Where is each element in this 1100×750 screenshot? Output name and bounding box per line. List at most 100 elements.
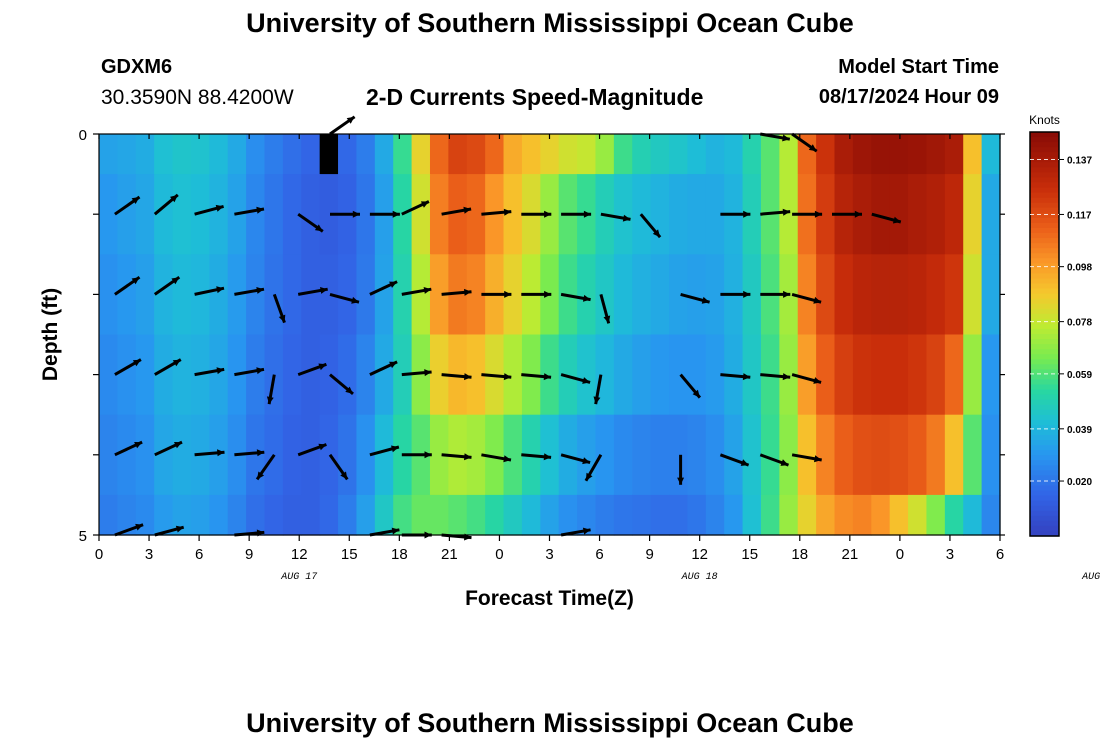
arrow-head: [503, 455, 511, 463]
heatmap-cell: [521, 494, 541, 536]
current-arrow: [194, 286, 225, 296]
current-arrow: [791, 373, 822, 384]
colorbar-segment: [1030, 349, 1059, 355]
heatmap-cell: [797, 134, 817, 175]
colorbar-segment: [1030, 142, 1059, 148]
heatmap-cell: [558, 494, 578, 536]
heatmap-cell: [154, 494, 174, 536]
arrow-head: [266, 396, 274, 405]
heatmap-cell: [209, 254, 229, 336]
heatmap-cell: [540, 494, 560, 536]
heatmap-cell: [908, 334, 928, 416]
heatmap-cell: [871, 254, 891, 336]
colorbar-tick-label: 0.078: [1067, 318, 1092, 329]
heatmap-cell: [577, 414, 597, 496]
heatmap-cell: [834, 414, 854, 496]
heatmap-cell: [319, 134, 339, 175]
heatmap-cell: [154, 334, 174, 416]
heatmap-cell: [816, 134, 836, 175]
heatmap-cell: [338, 254, 358, 336]
arrow-head: [892, 216, 901, 224]
heatmap-cell: [172, 494, 192, 536]
heatmap-cell: [154, 414, 174, 496]
heatmap-cell: [705, 174, 725, 255]
heatmap-cell: [154, 254, 174, 336]
arrow-head: [582, 294, 591, 302]
arrow-head: [677, 477, 685, 485]
current-arrow: [720, 290, 751, 298]
colorbar-segment: [1030, 217, 1059, 224]
arrow-head: [256, 287, 264, 294]
colorbar-segment: [1030, 460, 1059, 466]
heatmap-cell: [852, 334, 872, 416]
current-arrow: [719, 453, 750, 467]
colorbar-segment: [1030, 248, 1059, 254]
heatmap-cell: [742, 134, 762, 175]
heatmap-cell: [172, 334, 192, 416]
colorbar-unit: Knots: [1029, 113, 1060, 127]
arrow-head: [782, 208, 791, 216]
heatmap-cell: [356, 334, 376, 416]
arrow-head: [583, 210, 592, 218]
arrow-head: [278, 314, 286, 323]
current-arrow: [154, 358, 182, 376]
colorbar-segment: [1030, 263, 1059, 269]
colorbar-segment: [1030, 409, 1059, 416]
heatmap-cell: [154, 174, 174, 255]
heatmap-cell: [99, 254, 118, 336]
colorbar-segment: [1030, 298, 1059, 305]
heatmap-cell: [981, 174, 1001, 255]
colorbar-segment: [1030, 238, 1059, 244]
arrow-head: [780, 459, 789, 466]
current-arrow: [329, 292, 360, 304]
heatmap-cell: [632, 254, 652, 336]
colorbar-segment: [1030, 344, 1059, 350]
heatmap-cell: [485, 494, 505, 536]
current-arrow: [153, 193, 179, 216]
heatmap-cell: [135, 174, 155, 255]
heatmap-cell: [613, 134, 633, 175]
arrow-head: [175, 525, 184, 533]
heatmap-cell: [319, 254, 339, 336]
heatmap-cell: [687, 174, 707, 255]
arrow-head: [582, 527, 591, 535]
heatmap-cell: [448, 174, 468, 255]
current-arrow: [481, 208, 512, 216]
heatmap-cell: [301, 254, 321, 336]
heatmap-cell: [595, 254, 615, 336]
current-arrow: [234, 287, 265, 296]
colorbar-segment: [1030, 530, 1059, 537]
colorbar-segment: [1030, 510, 1059, 517]
heatmap-cell: [963, 134, 983, 175]
heatmap-cell: [908, 134, 928, 175]
heatmap-cell: [282, 134, 302, 175]
arrow-head: [389, 281, 398, 288]
heatmap-cell: [742, 334, 762, 416]
colorbar-segment: [1030, 515, 1059, 522]
heatmap-cell: [981, 254, 1001, 336]
heatmap-cell: [889, 174, 909, 255]
heatmap-cell: [209, 334, 229, 416]
colorbar-segment: [1030, 177, 1059, 184]
heatmap-cell: [797, 254, 817, 336]
arrow-head: [582, 377, 591, 384]
heatmap-cell: [760, 414, 780, 496]
heatmap-cell: [282, 414, 302, 496]
colorbar-segment: [1030, 162, 1059, 168]
current-arrow: [791, 453, 822, 463]
heatmap-cell: [577, 334, 597, 416]
heatmap-cell: [852, 494, 872, 536]
arrow-head: [593, 396, 601, 405]
heatmap-cell: [595, 334, 615, 416]
current-arrow: [871, 212, 902, 224]
current-arrow: [441, 206, 472, 216]
heatmap-cell: [889, 494, 909, 536]
colorbar-segment: [1030, 480, 1059, 487]
colorbar-segment: [1030, 435, 1059, 441]
heatmap-cell: [503, 134, 523, 175]
heatmap-cell: [889, 254, 909, 336]
heatmap-cell: [871, 414, 891, 496]
current-arrow: [114, 195, 141, 216]
heatmap-cell: [834, 254, 854, 336]
colorbar-segment: [1030, 243, 1059, 249]
